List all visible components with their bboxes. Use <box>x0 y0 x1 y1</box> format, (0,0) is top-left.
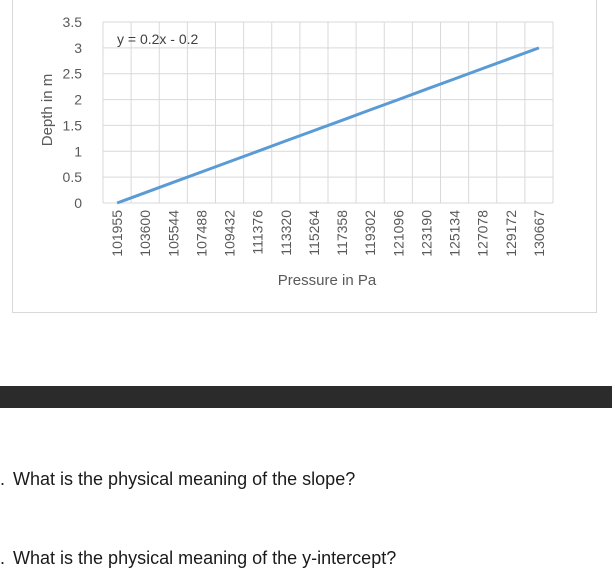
y-tick-label: 3 <box>74 40 82 56</box>
x-tick-label: 130667 <box>531 210 547 257</box>
x-tick-label: 121096 <box>390 210 406 257</box>
question-number: . <box>0 548 6 568</box>
y-tick-label: 1 <box>74 143 82 159</box>
x-tick-label: 101955 <box>109 210 125 257</box>
y-tick-label: 0.5 <box>63 169 83 185</box>
x-axis-title: Pressure in Pa <box>278 272 377 289</box>
y-tick-label: 1.5 <box>63 117 83 133</box>
question-number: . <box>0 469 6 489</box>
y-tick-label: 2 <box>74 92 82 108</box>
question-slope: . What is the physical meaning of the sl… <box>0 469 355 490</box>
dark-divider-band <box>0 386 612 408</box>
x-tick-label: 123190 <box>418 210 434 257</box>
x-tick-label: 125134 <box>447 210 463 257</box>
x-tick-label: 103600 <box>137 210 153 257</box>
x-tick-label: 119302 <box>362 210 378 256</box>
x-tick-label: 129172 <box>503 210 519 257</box>
line-chart: 0 0.5 1 1.5 2 2.5 3 3.5 101955 103600 105544 10748… <box>39 14 554 289</box>
y-tick-label: 0 <box>74 195 82 211</box>
x-tick-label: 109432 <box>222 210 238 257</box>
series-line <box>116 46 540 205</box>
y-tick-label: 3.5 <box>63 14 83 30</box>
series-layer <box>116 46 540 205</box>
chart-frame <box>12 0 597 313</box>
y-tick-labels: 0 0.5 1 1.5 2 2.5 3 3.5 <box>63 14 83 211</box>
y-axis-title: Depth in m <box>39 74 56 147</box>
question-intercept: . What is the physical meaning of the y-… <box>0 548 396 569</box>
x-tick-label: 105544 <box>165 210 181 257</box>
question-text: What is the physical meaning of the y-in… <box>13 548 397 568</box>
question-text: What is the physical meaning of the slop… <box>13 469 356 489</box>
y-tick-label: 2.5 <box>63 66 83 82</box>
x-tick-label: 113320 <box>278 210 294 256</box>
x-tick-label: 107488 <box>193 210 209 257</box>
x-tick-label: 117358 <box>334 210 350 256</box>
grid-lines <box>102 21 554 204</box>
trendline-equation: y = 0.2x - 0.2 <box>117 31 199 47</box>
x-tick-label: 127078 <box>475 210 491 257</box>
x-tick-label: 111376 <box>250 210 266 255</box>
x-tick-labels: 101955 103600 105544 107488 109432 111376 1133… <box>109 210 547 257</box>
x-tick-label: 115264 <box>306 210 322 256</box>
